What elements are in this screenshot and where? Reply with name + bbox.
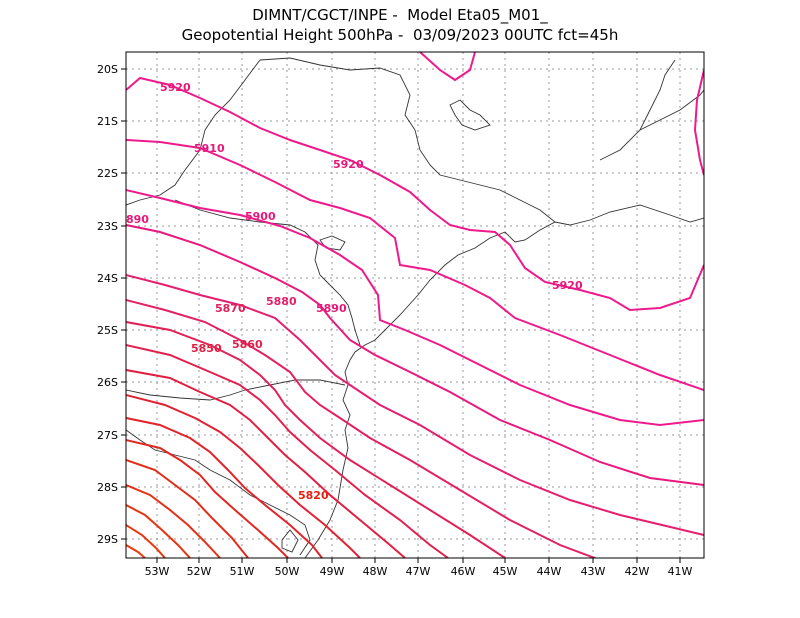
contour-label: 890 <box>126 213 149 226</box>
contour-line <box>693 69 704 176</box>
lon-tick-label: 43W <box>581 565 606 578</box>
lon-tick-label: 51W <box>230 565 255 578</box>
lon-tick-label: 52W <box>187 565 212 578</box>
lat-tick-label: 23S <box>97 220 118 233</box>
lagoon <box>281 529 299 553</box>
lat-tick-label: 25S <box>97 324 118 337</box>
contour-line <box>126 224 704 486</box>
contour-line <box>126 484 221 558</box>
contour-line <box>126 344 449 558</box>
contour-line <box>419 52 476 82</box>
contour-line <box>126 544 146 558</box>
contour-label: 5900 <box>245 210 276 223</box>
contour-line <box>126 394 361 558</box>
chart-title-line1: DIMNT/CGCT/INPE - Model Eta05_M01_ <box>252 6 548 24</box>
reservoir-1 <box>449 99 491 131</box>
state-border-1 <box>259 57 556 223</box>
lat-tick-label: 29S <box>97 533 118 546</box>
lat-tick-label: 28S <box>97 481 118 494</box>
contour-line <box>126 459 249 558</box>
contour-label: 5860 <box>232 338 263 351</box>
contour-labels: 5920 5910 5920 5900 890 5880 5890 5870 5860 5850 5… <box>126 81 583 502</box>
state-border-6 <box>639 89 704 131</box>
lon-tick-label: 44W <box>537 565 562 578</box>
contour-line <box>126 524 166 558</box>
chart-title-line2: Geopotential Height 500hPa - 03/09/2023 … <box>181 26 619 44</box>
lon-tick-label: 41W <box>668 565 693 578</box>
lon-tick-label: 48W <box>363 565 388 578</box>
contour-label: 5850 <box>191 342 222 355</box>
lat-tick-label: 27S <box>97 429 118 442</box>
geopotential-contours <box>126 52 704 558</box>
lon-tick-label: 53W <box>145 565 170 578</box>
lat-tick-label: 24S <box>97 272 118 285</box>
lon-tick-label: 46W <box>451 565 476 578</box>
contour-line <box>126 439 289 558</box>
lat-tick-label: 20S <box>97 63 118 76</box>
lon-tick-label: 47W <box>406 565 431 578</box>
lat-lon-grid <box>126 52 704 558</box>
contour-line <box>126 189 704 427</box>
contour-label: 5920 <box>333 158 364 171</box>
state-border-3 <box>174 199 361 346</box>
coastline-borders <box>126 57 704 558</box>
contour-line <box>126 417 323 558</box>
contour-line <box>126 504 191 558</box>
lat-tick-label: 26S <box>97 376 118 389</box>
contour-line <box>126 321 506 558</box>
contour-label: 5820 <box>298 489 329 502</box>
contour-label: 5920 <box>552 279 583 292</box>
contour-label: 5870 <box>215 302 246 315</box>
lon-tick-label: 45W <box>493 565 518 578</box>
lon-tick-label: 49W <box>320 565 345 578</box>
lat-tick-label: 22S <box>97 167 118 180</box>
state-border-7 <box>599 59 676 161</box>
map-frame <box>125 51 705 559</box>
contour-line <box>126 139 704 391</box>
contour-line <box>126 369 406 558</box>
lon-tick-label: 50W <box>275 565 300 578</box>
contour-label: 5890 <box>316 302 347 315</box>
lat-tick-label: 21S <box>97 115 118 128</box>
contour-line <box>126 274 704 536</box>
state-border-5 <box>126 429 311 556</box>
contour-line <box>126 76 704 312</box>
contour-label: 5880 <box>266 295 297 308</box>
lon-tick-label: 42W <box>625 565 650 578</box>
state-border-4 <box>126 379 346 401</box>
state-border-2 <box>126 59 261 206</box>
contour-line <box>126 299 598 558</box>
axis-ticks: 53W 52W 51W 50W 49W 48W 47W 46W 45W 44W 43W 42W 41W 2… <box>97 63 693 578</box>
contour-label: 5920 <box>160 81 191 94</box>
coastline <box>304 204 704 558</box>
contour-label: 5910 <box>194 142 225 155</box>
